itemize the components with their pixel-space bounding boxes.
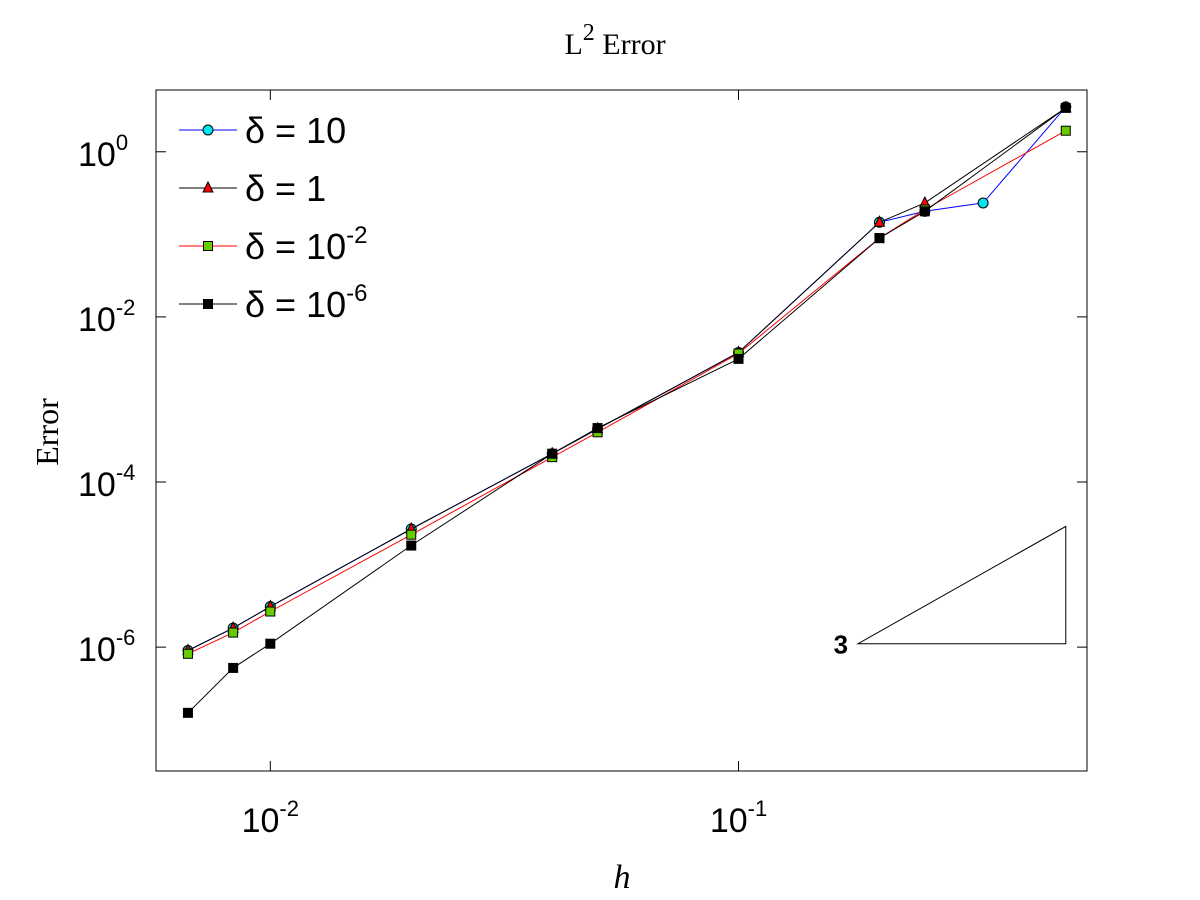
data-point bbox=[547, 448, 558, 459]
axes-box bbox=[155, 89, 1088, 772]
y-axis-label: Error bbox=[29, 398, 65, 466]
data-point bbox=[228, 627, 239, 638]
data-point bbox=[592, 423, 603, 434]
x-tick-label: 10-2 bbox=[242, 796, 299, 840]
series-line bbox=[187, 107, 1067, 714]
legend-label: δ = 1 bbox=[245, 168, 326, 209]
data-point bbox=[265, 638, 276, 649]
data-point bbox=[1060, 125, 1071, 136]
legend-marker bbox=[202, 180, 214, 193]
y-tick-label: 10-6 bbox=[78, 625, 135, 669]
data-point bbox=[265, 606, 276, 617]
y-tick-label: 10-4 bbox=[78, 460, 135, 504]
legend: δ = 10 δ = 1 δ = 10-2 δ = 10-6 bbox=[179, 110, 367, 325]
data-point bbox=[182, 648, 193, 659]
series-4 bbox=[182, 102, 1071, 718]
legend-label: δ = 10-6 bbox=[245, 280, 367, 325]
data-point bbox=[182, 707, 193, 718]
legend-label: δ = 10 bbox=[245, 110, 346, 151]
y-tick-label: 10-2 bbox=[78, 295, 135, 339]
slope-label: 3 bbox=[834, 630, 848, 660]
legend-marker bbox=[202, 124, 214, 136]
legend-marker bbox=[203, 299, 213, 309]
y-tick-label: 100 bbox=[78, 130, 128, 174]
data-point bbox=[977, 197, 989, 209]
x-axis-label: h bbox=[614, 859, 631, 896]
data-point bbox=[1060, 102, 1071, 113]
data-point bbox=[874, 233, 885, 244]
data-point bbox=[873, 215, 886, 227]
legend-marker bbox=[203, 241, 213, 251]
data-point bbox=[228, 662, 239, 673]
chart-title: L2 Error bbox=[564, 20, 665, 61]
data-point bbox=[406, 540, 417, 551]
slope-triangle bbox=[856, 525, 1067, 645]
data-point bbox=[406, 529, 417, 540]
data-point bbox=[733, 353, 744, 364]
series-line bbox=[187, 130, 1067, 655]
legend-label: δ = 10-2 bbox=[245, 222, 367, 267]
data-point bbox=[919, 206, 930, 217]
x-tick-label: 10-1 bbox=[710, 796, 767, 840]
